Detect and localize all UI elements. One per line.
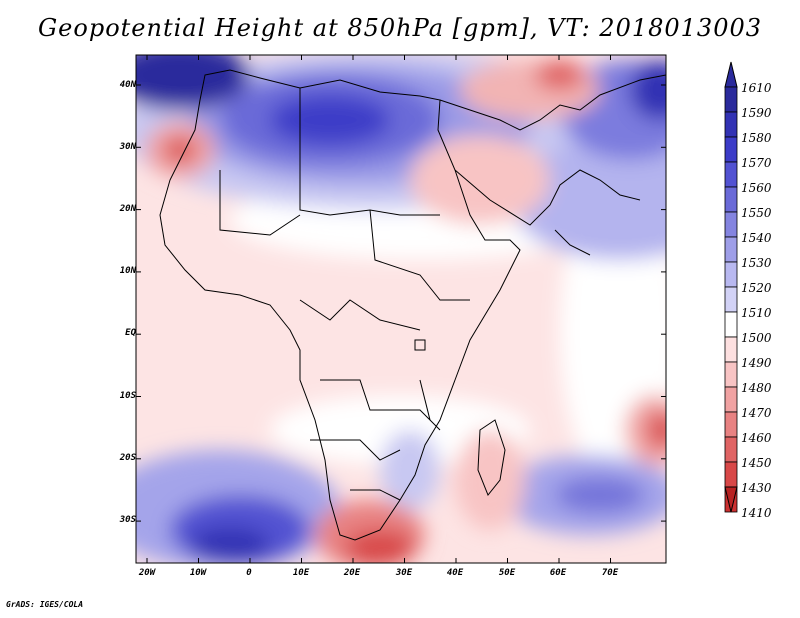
lat-label: 20S [119,453,136,463]
map-frame [135,54,667,564]
colorbar-label: 1510 [741,306,772,320]
colorbar-arrow-bottom [724,486,738,513]
lon-label: 30E [395,568,413,578]
lat-label: 10N [119,266,136,276]
colorbar-swatch [724,361,738,388]
lon-label: 20W [138,568,156,578]
colorbar-swatch [724,336,738,363]
lat-label: 40N [119,80,136,90]
colorbar-swatch [724,436,738,463]
lat-label: 20N [119,204,136,214]
lat-label: 10S [119,391,136,401]
colorbar-label: 1460 [741,431,772,445]
colorbar-swatch [724,86,738,113]
colorbar-label: 1580 [741,131,772,145]
colorbar-swatch [724,236,738,263]
colorbar-swatch [724,386,738,413]
colorbar [724,61,738,513]
colorbar-label: 1450 [741,456,772,470]
colorbar-label: 1500 [741,331,772,345]
height-field [136,55,666,563]
colorbar-label: 1520 [741,281,772,295]
colorbar-swatch [724,311,738,338]
colorbar-label: 1550 [741,206,772,220]
lat-label: EQ [125,328,136,338]
map-title: Geopotential Height at 850hPa [gpm], VT:… [38,14,762,42]
lon-label: 10W [189,568,207,578]
colorbar-label: 1430 [741,481,772,495]
colorbar-label: 1490 [741,356,772,370]
colorbar-label: 1480 [741,381,772,395]
lat-label: 30N [119,142,136,152]
lon-label: 70E [601,568,619,578]
colorbar-swatch [724,136,738,163]
colorbar-swatch [724,161,738,188]
colorbar-swatch [724,111,738,138]
colorbar-label: 1560 [741,181,772,195]
lon-label: 50E [498,568,516,578]
lon-label: 40E [446,568,464,578]
lon-label: 0 [246,568,252,578]
colorbar-swatch [724,261,738,288]
colorbar-label: 1590 [741,106,772,120]
colorbar-label: 1610 [741,81,772,95]
axis-ticks [136,55,666,563]
colorbar-label: 1540 [741,231,772,245]
lon-label: 10E [292,568,310,578]
colorbar-arrow-top [724,61,738,88]
footer-credit: GrADS: IGES/COLA [6,600,84,609]
colorbar-swatch [724,211,738,238]
colorbar-swatch [724,286,738,313]
colorbar-swatch [724,461,738,488]
lat-label: 30S [119,515,136,525]
lon-label: 20E [343,568,361,578]
colorbar-label: 1470 [741,406,772,420]
colorbar-label: 1410 [741,506,772,520]
colorbar-label: 1570 [741,156,772,170]
colorbar-swatch [724,186,738,213]
coastlines [159,69,666,541]
lon-label: 60E [549,568,567,578]
colorbar-label: 1530 [741,256,772,270]
colorbar-swatch [724,411,738,438]
